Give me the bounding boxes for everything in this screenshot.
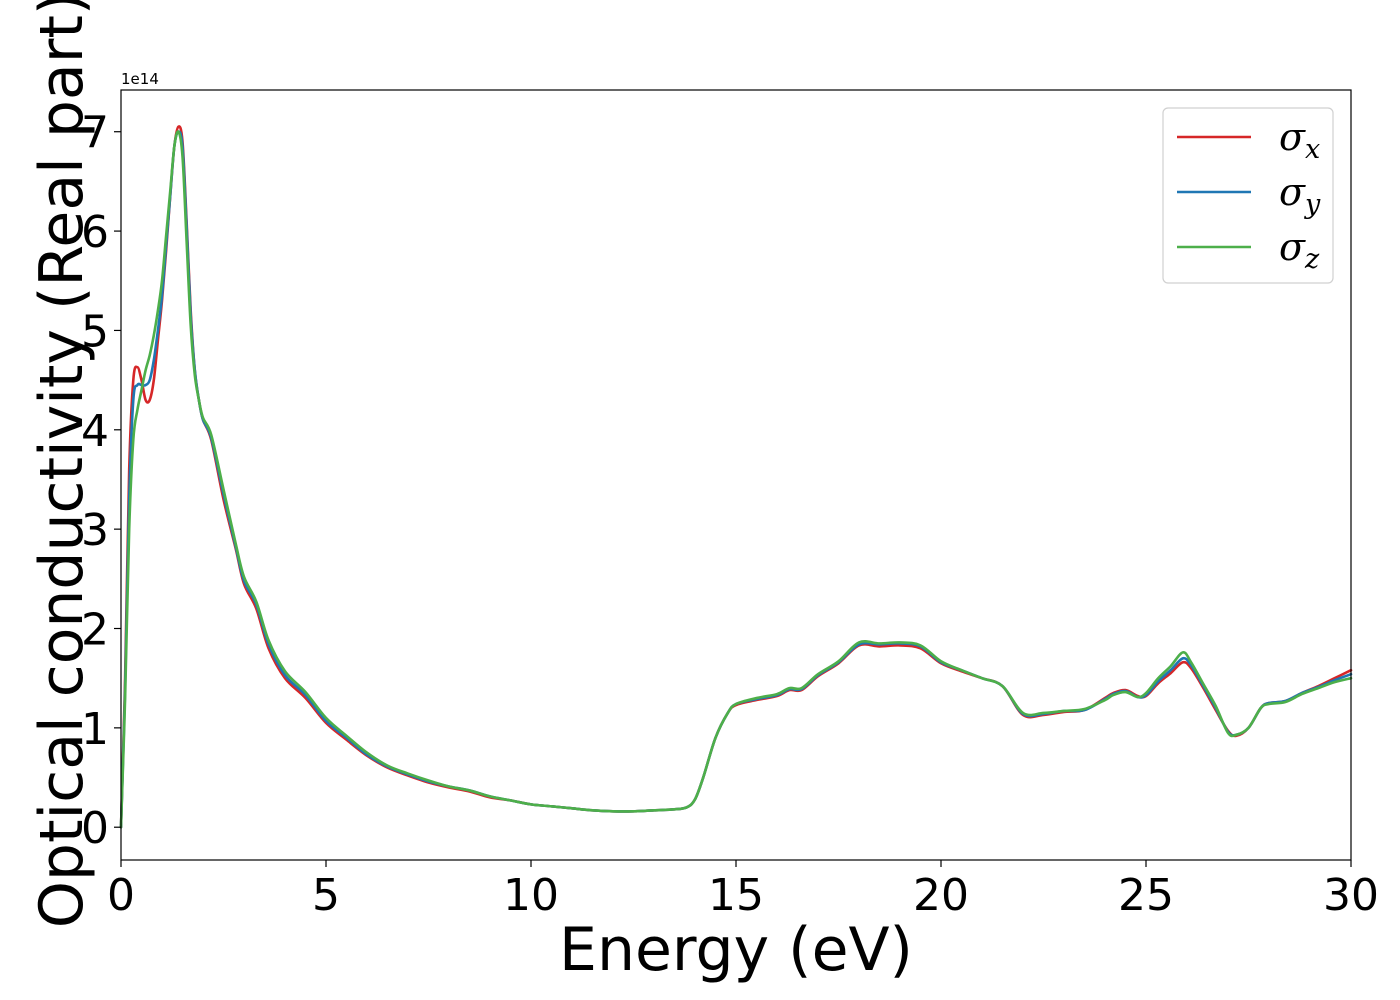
y-axis-label: Optical conductivity (Real part) xyxy=(27,0,97,928)
x-tick-label: 10 xyxy=(503,870,559,921)
x-tick-label: 15 xyxy=(708,870,764,921)
y-tick-label: 5 xyxy=(81,306,109,357)
x-axis-label: Energy (eV) xyxy=(559,915,913,985)
y-tick-label: 4 xyxy=(81,406,109,457)
legend-label-sigma-x: σx xyxy=(1279,115,1320,165)
legend-label-sigma-y: σy xyxy=(1279,170,1321,220)
axis-ticks: 0 5 10 15 20 25 30 0 1 2 3 4 5 6 7 xyxy=(81,108,1379,921)
x-tick-label: 5 xyxy=(312,870,340,921)
y-tick-label: 6 xyxy=(81,207,109,258)
y-tick-label: 1 xyxy=(81,704,109,755)
legend-label-sigma-z: σz xyxy=(1279,225,1320,275)
x-tick-label: 30 xyxy=(1323,870,1379,921)
y-tick-label: 0 xyxy=(81,803,109,854)
y-offset-label: 1e14 xyxy=(121,70,159,88)
x-tick-label: 20 xyxy=(913,870,969,921)
legend-frame xyxy=(1162,107,1334,284)
y-tick-label: 7 xyxy=(81,108,109,159)
series-line-sigma-z xyxy=(119,130,1353,829)
x-tick-label: 0 xyxy=(107,870,135,921)
x-tick-label: 25 xyxy=(1118,870,1174,921)
y-tick-label: 3 xyxy=(81,505,109,556)
plot-lines xyxy=(119,125,1353,829)
y-tick-label: 2 xyxy=(81,605,109,656)
